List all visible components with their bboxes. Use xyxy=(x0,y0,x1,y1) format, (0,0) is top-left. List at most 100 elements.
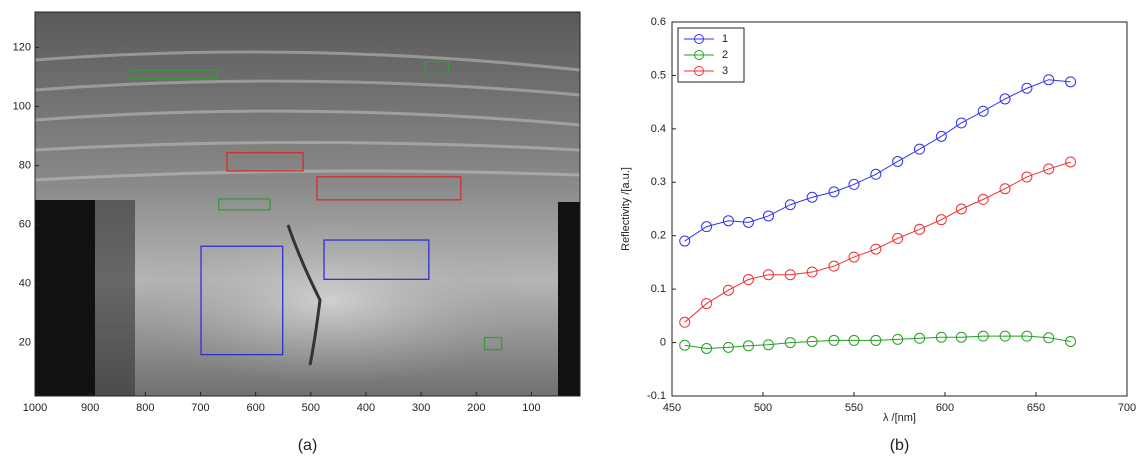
x-tick-label: 100 xyxy=(522,402,540,414)
data-point xyxy=(892,155,904,167)
y-tick-label: 40 xyxy=(19,278,31,290)
x-tick-label: 600 xyxy=(246,402,264,414)
data-point xyxy=(935,331,947,343)
data-point xyxy=(701,221,713,233)
region xyxy=(483,336,503,351)
data-point xyxy=(870,334,882,346)
data-point xyxy=(806,266,818,278)
axes-frame xyxy=(671,21,1128,397)
x-tick-label: 600 xyxy=(936,402,954,414)
region xyxy=(424,60,450,75)
data-point xyxy=(762,269,774,281)
specimen-image xyxy=(34,12,581,396)
y-tick-label: 0 xyxy=(660,336,666,348)
data-point xyxy=(762,339,774,351)
data-point xyxy=(848,251,860,263)
x-tick-label: 650 xyxy=(1027,402,1045,414)
data-point xyxy=(742,216,754,228)
data-point xyxy=(762,210,774,222)
data-point xyxy=(784,199,796,211)
data-point xyxy=(1043,163,1055,175)
x-axis-label: λ /[nm] xyxy=(883,412,916,424)
legend-label: 1 xyxy=(722,33,728,45)
legend-marker xyxy=(694,34,704,44)
data-point xyxy=(1043,74,1055,86)
data-point xyxy=(742,274,754,286)
data-point xyxy=(1065,336,1077,348)
legend-label: 3 xyxy=(722,65,728,77)
series-line xyxy=(684,161,1071,323)
data-point xyxy=(828,334,840,346)
data-point xyxy=(701,298,713,310)
y-tick-label: 0.5 xyxy=(651,69,666,81)
caption: (b) xyxy=(890,437,910,454)
data-point xyxy=(679,339,691,351)
data-point xyxy=(828,186,840,198)
data-point xyxy=(1065,76,1077,88)
x-tick-label: 200 xyxy=(467,402,485,414)
data-point xyxy=(999,183,1011,195)
data-point xyxy=(722,284,734,296)
y-tick-label: 0.4 xyxy=(651,123,666,135)
y-tick-label: 0.6 xyxy=(651,16,666,28)
x-tick-label: 1000 xyxy=(23,402,47,414)
data-point xyxy=(914,332,926,344)
data-point xyxy=(1021,330,1033,342)
data-point xyxy=(935,130,947,142)
data-point xyxy=(999,93,1011,105)
x-tick-label: 500 xyxy=(302,402,320,414)
y-tick-label: 0.1 xyxy=(651,283,666,295)
y-tick-label: -0.1 xyxy=(647,390,666,402)
data-point xyxy=(742,340,754,352)
data-point xyxy=(828,260,840,272)
region xyxy=(226,151,304,172)
data-point xyxy=(848,334,860,346)
data-point xyxy=(679,235,691,247)
data-point xyxy=(1065,156,1077,168)
data-point xyxy=(1021,171,1033,183)
x-tick-label: 800 xyxy=(136,402,154,414)
data-point xyxy=(935,214,947,226)
legend-label: 2 xyxy=(722,49,728,61)
data-point xyxy=(784,337,796,349)
y-tick-label: 0.2 xyxy=(651,230,666,242)
region xyxy=(129,69,218,80)
caption: (a) xyxy=(298,437,318,454)
data-point xyxy=(722,215,734,227)
y-tick-label: 20 xyxy=(19,337,31,349)
y-tick-label: 60 xyxy=(19,219,31,231)
x-tick-label: 500 xyxy=(754,402,772,414)
y-tick-label: 120 xyxy=(13,41,31,53)
x-tick-label: 300 xyxy=(412,402,430,414)
data-point xyxy=(701,342,713,354)
data-point xyxy=(870,243,882,255)
region xyxy=(218,198,271,211)
data-point xyxy=(870,168,882,180)
region xyxy=(316,176,462,201)
legend-marker xyxy=(694,50,704,60)
x-tick-label: 400 xyxy=(357,402,375,414)
data-point xyxy=(784,269,796,281)
y-tick-label: 100 xyxy=(13,100,31,112)
data-point xyxy=(955,117,967,129)
y-tick-label: 80 xyxy=(19,160,31,172)
data-point xyxy=(914,143,926,155)
series-line xyxy=(684,335,1071,349)
data-point xyxy=(806,191,818,203)
y-tick-label: 0.3 xyxy=(651,176,666,188)
region xyxy=(200,245,284,356)
data-point xyxy=(848,178,860,190)
x-tick-label: 450 xyxy=(663,402,681,414)
x-tick-label: 900 xyxy=(81,402,99,414)
x-tick-label: 700 xyxy=(191,402,209,414)
data-point xyxy=(892,232,904,244)
x-tick-label: 700 xyxy=(1118,402,1136,414)
y-axis-label: Reflectivity /[a.u.] xyxy=(620,167,632,251)
data-point xyxy=(1021,82,1033,94)
data-point xyxy=(892,333,904,345)
legend-marker xyxy=(694,66,704,76)
data-point xyxy=(955,203,967,215)
series-line xyxy=(684,79,1071,242)
data-point xyxy=(977,193,989,205)
